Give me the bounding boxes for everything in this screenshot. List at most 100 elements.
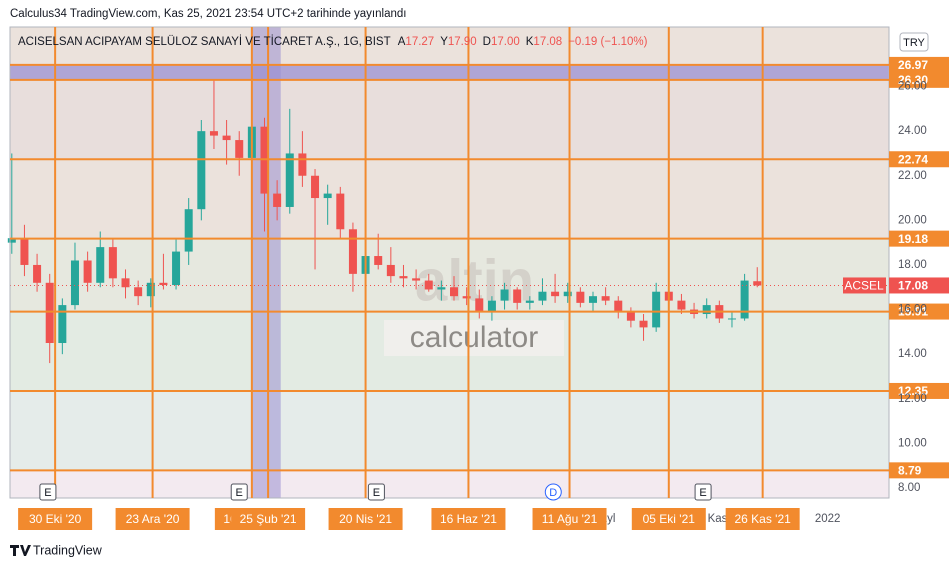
- y-tick-label: 8.00: [898, 482, 920, 494]
- event-label: D: [549, 487, 557, 499]
- level-label-box: [889, 303, 949, 320]
- candle-body: [348, 229, 357, 274]
- candle-body: [487, 300, 496, 312]
- candle-body: [108, 247, 117, 279]
- candle-body: [33, 264, 42, 283]
- date-label-box: [328, 508, 403, 530]
- candle-body: [702, 305, 711, 315]
- candle-body: [172, 251, 181, 286]
- x-tick-label: Kas: [708, 513, 728, 525]
- y-tick-label: 26.00: [898, 81, 927, 93]
- date-label-box: [18, 508, 93, 530]
- candle-body: [424, 280, 433, 290]
- level-label: 19.18: [898, 232, 928, 246]
- ohlc-key: A: [398, 36, 406, 48]
- candle-body: [576, 291, 585, 303]
- date-label-box: [631, 508, 706, 530]
- watermark: calculator: [410, 321, 538, 354]
- brand-logo: [10, 545, 31, 556]
- date-label: 30 Eki '20: [29, 512, 82, 526]
- zone-fill: [10, 159, 889, 239]
- level-label-box: [889, 462, 949, 479]
- candle-body: [121, 278, 130, 288]
- candle-body: [70, 260, 79, 306]
- ohlc-change: −0.19 (−1.10%): [568, 36, 647, 48]
- symbol-tag: [843, 277, 886, 294]
- ohlc-key: Y: [440, 36, 448, 48]
- published-note: Calculus34 TradingView.com, Kas 25, 2021…: [10, 8, 406, 20]
- watermark-box: [384, 320, 564, 356]
- legend-title: ACISELSAN ACIPAYAM SELÜLOZ SANAYİ VE TİC…: [18, 35, 391, 48]
- symbol-label: ACSEL: [844, 279, 884, 293]
- candle-body: [462, 296, 471, 299]
- date-label: 20 Nis '21: [339, 512, 392, 526]
- zone-fill: [10, 79, 889, 160]
- y-tick-label: 24.00: [898, 125, 927, 137]
- plot-area: altin calculator: [7, 27, 889, 498]
- date-label: 23 Ara '20: [126, 512, 180, 526]
- date-label-box: [431, 508, 506, 530]
- ohlc-value: 17.90: [448, 36, 477, 48]
- level-label: 12.35: [898, 384, 928, 398]
- level-label: 8.79: [898, 464, 922, 478]
- event-label: E: [699, 487, 706, 499]
- candle-body: [601, 296, 610, 301]
- candle-body: [374, 256, 383, 265]
- level-label: 26.30: [898, 73, 928, 87]
- level-label: 26.97: [898, 58, 928, 72]
- candle-body: [146, 282, 155, 297]
- candle-body: [652, 291, 661, 328]
- y-tick-label: 22.00: [898, 170, 927, 182]
- level-label-box: [889, 56, 949, 73]
- candle-body: [563, 291, 572, 297]
- candle-body: [513, 289, 522, 303]
- event-label: E: [236, 487, 243, 499]
- last-price-label: 17.08: [898, 279, 928, 293]
- zone-fill: [10, 27, 889, 65]
- date-band: [251, 27, 281, 498]
- candle-body: [222, 135, 231, 141]
- candle-body: [412, 278, 421, 281]
- candle-body: [386, 264, 395, 277]
- candle-body: [159, 282, 168, 286]
- y-tick-label: 20.00: [898, 214, 927, 226]
- ohlc-value: 17.27: [405, 36, 434, 48]
- candle-body: [437, 287, 446, 290]
- candle-body: [753, 281, 762, 286]
- price-band: [10, 64, 889, 80]
- y-tick-label: 18.00: [898, 259, 927, 271]
- legend: ACISELSAN ACIPAYAM SELÜLOZ SANAYİ VE TİC…: [18, 35, 648, 48]
- ohlc-value: 17.08: [533, 36, 562, 48]
- y-tick-label: 12.00: [898, 393, 927, 405]
- candle-body: [298, 153, 307, 176]
- candle-body: [475, 298, 484, 312]
- date-label-box: [231, 508, 306, 530]
- candle-body: [134, 287, 143, 297]
- candle-body: [399, 276, 408, 279]
- candle-body: [740, 280, 749, 319]
- brand-name: TradingView: [33, 543, 103, 557]
- date-label: 05 Eki '21: [643, 512, 696, 526]
- candle-body: [677, 300, 686, 310]
- candle-body: [727, 318, 736, 320]
- level-label-box: [889, 230, 949, 247]
- currency-label: TRY: [903, 37, 925, 49]
- candle-body: [614, 300, 623, 312]
- candle-body: [285, 153, 294, 207]
- ohlc-value: 17.00: [491, 36, 520, 48]
- y-tick-label: 14.00: [898, 348, 927, 360]
- ohlc-key: D: [483, 36, 491, 48]
- date-label: 16 Haz '21: [440, 512, 497, 526]
- candle-body: [626, 311, 635, 321]
- date-label-box: [115, 508, 190, 530]
- level-label-box: [889, 71, 949, 88]
- level-label-box: [889, 382, 949, 399]
- date-label: 26 Kas '21: [734, 512, 791, 526]
- candle-body: [639, 320, 648, 328]
- candle-body: [45, 282, 54, 344]
- candle-body: [500, 289, 509, 301]
- candle-body: [538, 291, 547, 301]
- ohlc-key: K: [526, 36, 534, 48]
